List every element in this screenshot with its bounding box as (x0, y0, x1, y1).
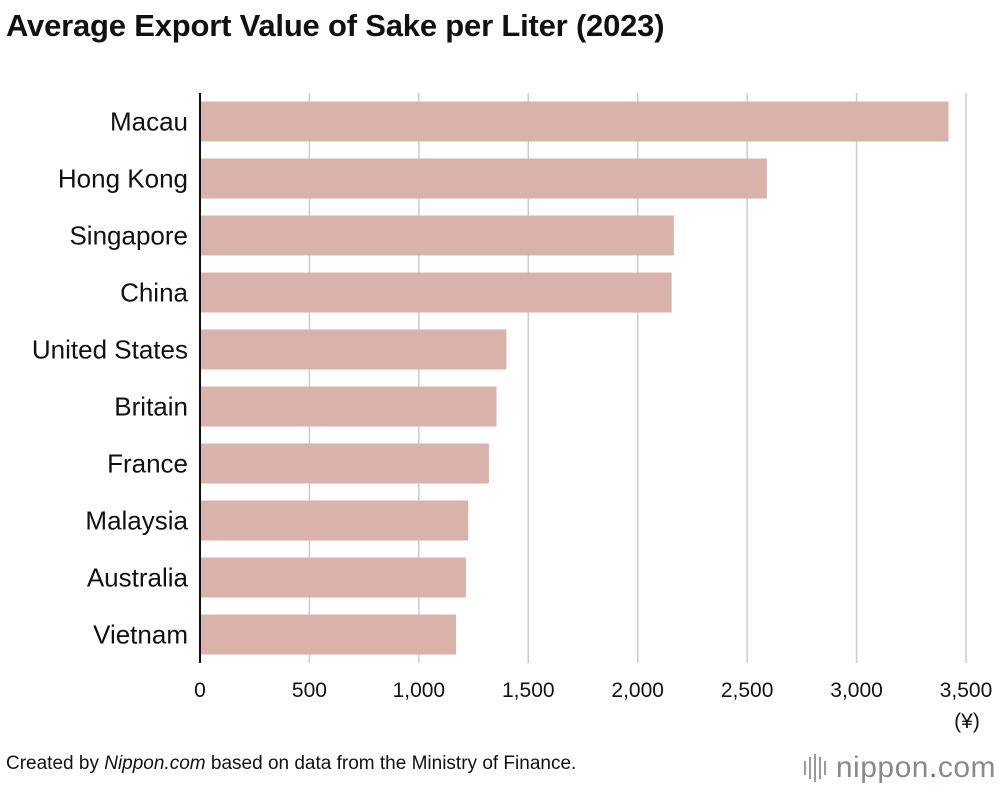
bar-malaysia (200, 500, 469, 541)
nippon-com-logo: nippon.com (803, 751, 996, 785)
bar-singapore (200, 215, 674, 256)
x-tick-label: 3,500 (940, 679, 993, 702)
x-tick-label: 500 (292, 679, 327, 702)
bar-france (200, 443, 489, 484)
bar-china (200, 272, 672, 313)
logo-wordmark: nippon.com (836, 751, 996, 785)
category-label: Australia (87, 563, 189, 593)
x-tick-label: 1,500 (502, 679, 555, 702)
footer-source-name: Nippon.com (104, 753, 206, 774)
category-label: China (120, 278, 188, 308)
category-label: Malaysia (85, 506, 188, 536)
category-label: United States (32, 335, 188, 365)
category-label: Vietnam (93, 620, 188, 650)
footer-suffix: based on data from the Ministry of Finan… (205, 753, 577, 774)
category-label: Singapore (69, 221, 188, 251)
bars (200, 101, 949, 655)
x-tick-label: 1,000 (393, 679, 446, 702)
x-tick-label: 2,000 (611, 679, 664, 702)
x-tick-label: 0 (194, 679, 206, 702)
bar-united-states (200, 329, 507, 370)
chart-title: Average Export Value of Sake per Liter (… (6, 8, 665, 43)
bar-australia (200, 557, 466, 598)
bar-hong-kong (200, 158, 767, 199)
category-label: Macau (110, 107, 188, 137)
category-label: Britain (114, 392, 188, 422)
bar-chart: Macau Hong Kong Singapore China United State… (32, 93, 992, 734)
unit-label: (¥) (954, 710, 980, 733)
logo-dot: . (928, 751, 938, 784)
source-footer: Created by Nippon.com based on data from… (6, 753, 576, 775)
category-label: Hong Kong (58, 164, 188, 194)
category-label: France (107, 449, 188, 479)
x-tick-label: 3,000 (830, 679, 883, 702)
footer-prefix: Created by (6, 753, 105, 774)
logo-word-com: com (937, 751, 996, 784)
logo-bars-icon (803, 754, 826, 782)
x-tick-label: 2,500 (721, 679, 774, 702)
bar-britain (200, 386, 497, 427)
labels: Macau Hong Kong Singapore China United State… (32, 107, 992, 734)
bar-vietnam (200, 614, 457, 655)
bar-macau (200, 101, 949, 142)
logo-word-nippon: nippon (835, 751, 929, 784)
